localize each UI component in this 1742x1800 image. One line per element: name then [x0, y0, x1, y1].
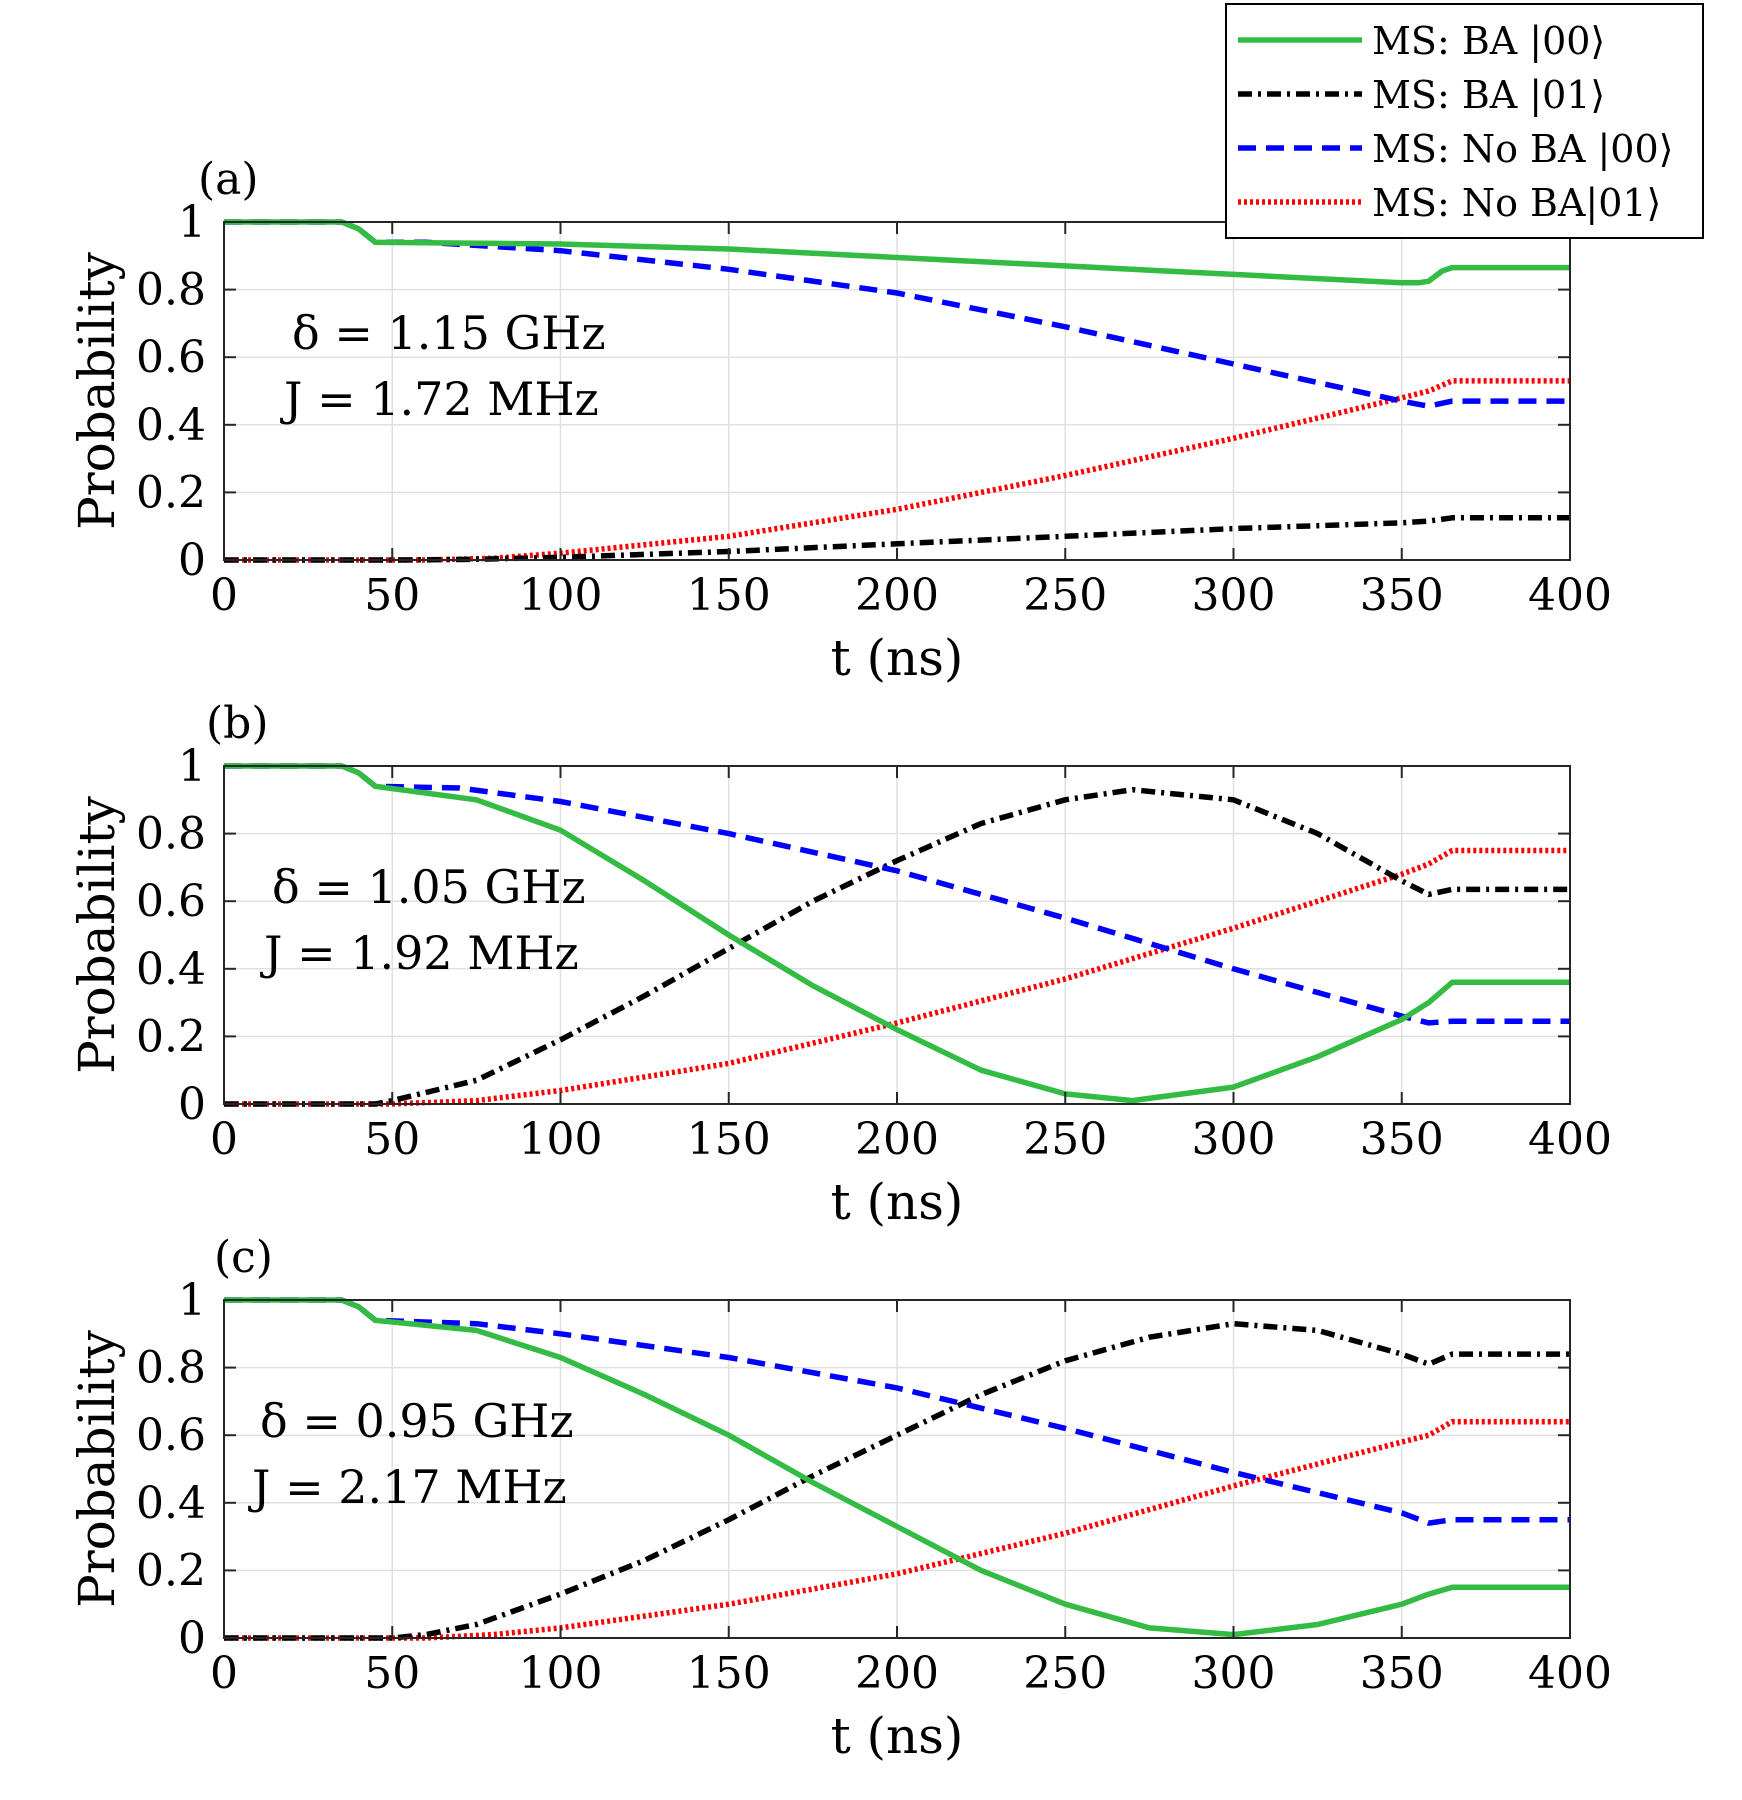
panel-a: 0 50 100 150 200 250 300 350 400 0 0.2 0.4 0.6 0.8 1 t … — [68, 154, 1612, 687]
y-tick-label: 0 — [178, 1613, 206, 1664]
annotation-delta: δ = 1.05 GHz — [272, 860, 586, 914]
annotation-J: J = 2.17 MHz — [248, 1460, 567, 1514]
x-tick-label: 400 — [1528, 1648, 1612, 1699]
y-tick-label: 1 — [178, 741, 206, 792]
x-tick-label: 150 — [687, 1114, 771, 1165]
x-tick-label: 0 — [210, 570, 238, 621]
y-tick-label: 0.4 — [136, 944, 206, 995]
panel-label: (a) — [198, 154, 259, 205]
x-tick-label: 300 — [1192, 1114, 1276, 1165]
annotation-delta: δ = 0.95 GHz — [260, 1394, 574, 1448]
series-line-ba00 — [224, 1297, 1570, 1638]
x-tick-label: 250 — [1023, 1648, 1107, 1699]
panel-b: 0 50 100 150 200 250 300 350 400 0 0.2 0.4 0.6 0.8 1 t … — [68, 698, 1612, 1231]
series-line-ba01 — [224, 1320, 1570, 1641]
y-tick-label: 1 — [178, 197, 206, 248]
x-tick-label: 150 — [687, 570, 771, 621]
x-tick-label: 100 — [519, 1648, 603, 1699]
annotation-J: J = 1.92 MHz — [260, 926, 579, 980]
x-tick-label: 0 — [210, 1114, 238, 1165]
legend: MS: BA |00⟩ MS: BA |01⟩ MS: No BA |00⟩ MS: … — [1225, 3, 1704, 239]
y-tick-label: 0.2 — [136, 1011, 206, 1062]
legend-label: MS: No BA|01⟩ — [1372, 181, 1661, 225]
x-axis-label: t (ns) — [831, 1707, 964, 1765]
y-axis-label: Probability — [68, 1329, 126, 1608]
y-tick-label: 0.8 — [136, 1343, 206, 1394]
legend-label: MS: BA |01⟩ — [1372, 73, 1605, 117]
y-tick-label: 0.8 — [136, 265, 206, 316]
x-tick-label: 50 — [364, 570, 420, 621]
y-tick-label: 0.6 — [136, 332, 206, 383]
y-tick-label: 1 — [178, 1275, 206, 1326]
x-axis-label: t (ns) — [831, 629, 964, 687]
y-tick-label: 0.4 — [136, 1478, 206, 1529]
x-tick-label: 150 — [687, 1648, 771, 1699]
x-tick-label: 250 — [1023, 1114, 1107, 1165]
y-axis-label: Probability — [68, 251, 126, 530]
x-axis-label: t (ns) — [831, 1173, 964, 1231]
series-line-noba00 — [224, 219, 1570, 409]
x-tick-label: 0 — [210, 1648, 238, 1699]
y-tick-label: 0 — [178, 1079, 206, 1130]
x-tick-label: 300 — [1192, 570, 1276, 621]
y-tick-label: 0.8 — [136, 809, 206, 860]
y-tick-label: 0.6 — [136, 1410, 206, 1461]
x-tick-label: 50 — [364, 1114, 420, 1165]
y-tick-label: 0.2 — [136, 467, 206, 518]
x-tick-label: 300 — [1192, 1648, 1276, 1699]
panel-c: 0 50 100 150 200 250 300 350 400 0 0.2 0.4 0.6 0.8 1 t … — [68, 1232, 1612, 1765]
series-line-noba00 — [224, 1297, 1570, 1526]
x-tick-label: 100 — [519, 1114, 603, 1165]
x-tick-label: 50 — [364, 1648, 420, 1699]
x-tick-label: 200 — [855, 1648, 939, 1699]
x-tick-label: 400 — [1528, 570, 1612, 621]
y-tick-label: 0.2 — [136, 1545, 206, 1596]
legend-label: MS: No BA |00⟩ — [1372, 127, 1673, 171]
legend-label: MS: BA |00⟩ — [1372, 19, 1605, 63]
panel-label: (b) — [206, 698, 269, 749]
y-axis-label: Probability — [68, 795, 126, 1074]
series-line-noba01 — [224, 1418, 1570, 1641]
y-tick-label: 0.4 — [136, 400, 206, 451]
y-tick-label: 0 — [178, 535, 206, 586]
y-tick-label: 0.6 — [136, 876, 206, 927]
x-tick-label: 400 — [1528, 1114, 1612, 1165]
annotation-J: J = 1.72 MHz — [280, 372, 599, 426]
x-tick-label: 350 — [1360, 1114, 1444, 1165]
series-line-noba01 — [224, 378, 1570, 563]
series-line-ba00 — [224, 219, 1570, 286]
x-tick-label: 250 — [1023, 570, 1107, 621]
x-tick-label: 200 — [855, 1114, 939, 1165]
annotation-delta: δ = 1.15 GHz — [292, 306, 606, 360]
series-line-ba01 — [224, 786, 1570, 1107]
x-tick-label: 200 — [855, 570, 939, 621]
panel-label: (c) — [214, 1232, 273, 1283]
x-tick-label: 350 — [1360, 570, 1444, 621]
x-tick-label: 350 — [1360, 1648, 1444, 1699]
series-line-noba00 — [224, 763, 1570, 1026]
legend-box — [1225, 3, 1704, 239]
x-tick-label: 100 — [519, 570, 603, 621]
series-line-ba00 — [224, 763, 1570, 1104]
